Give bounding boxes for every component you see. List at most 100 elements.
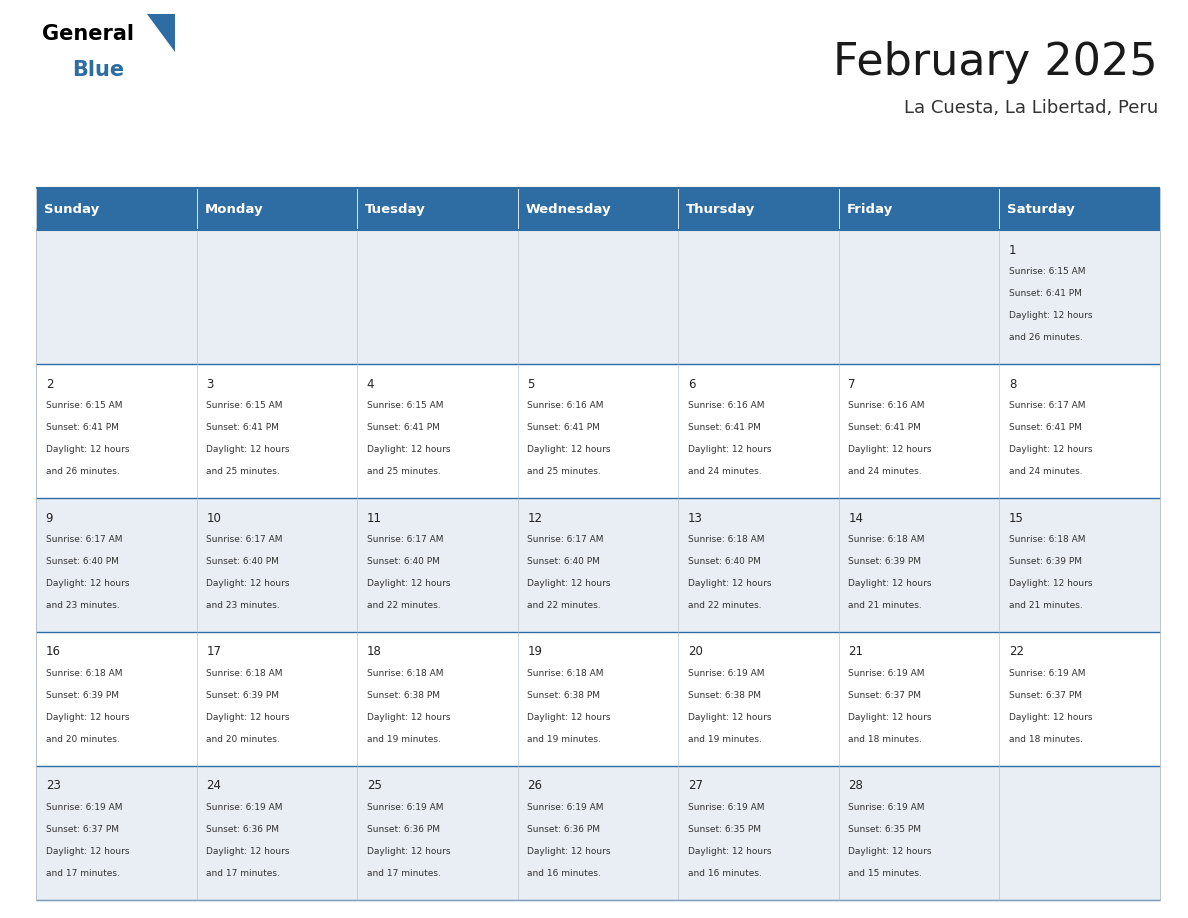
Text: Monday: Monday (204, 203, 264, 216)
Text: February 2025: February 2025 (833, 40, 1158, 84)
Text: Sunset: 6:35 PM: Sunset: 6:35 PM (688, 825, 762, 834)
Bar (999, 364, 1159, 498)
Bar (678, 230, 839, 364)
Text: Sunrise: 6:19 AM: Sunrise: 6:19 AM (1009, 669, 1086, 677)
Text: Daylight: 12 hours: Daylight: 12 hours (207, 847, 290, 856)
Bar (999, 633, 1159, 766)
Text: 21: 21 (848, 645, 864, 658)
Bar (839, 633, 999, 766)
Text: Daylight: 12 hours: Daylight: 12 hours (1009, 579, 1093, 588)
Bar (358, 633, 518, 766)
Bar (196, 188, 358, 230)
Text: Sunset: 6:41 PM: Sunset: 6:41 PM (367, 423, 440, 432)
Text: Sunset: 6:39 PM: Sunset: 6:39 PM (848, 557, 922, 566)
Text: Sunrise: 6:18 AM: Sunrise: 6:18 AM (527, 669, 604, 677)
Text: Daylight: 12 hours: Daylight: 12 hours (527, 445, 611, 454)
Text: 1: 1 (1009, 243, 1017, 257)
Text: Sunset: 6:37 PM: Sunset: 6:37 PM (848, 691, 922, 700)
Text: 5: 5 (527, 377, 535, 390)
Text: Daylight: 12 hours: Daylight: 12 hours (1009, 445, 1093, 454)
Text: and 16 minutes.: and 16 minutes. (527, 869, 601, 879)
Bar (839, 364, 999, 498)
Text: and 18 minutes.: and 18 minutes. (1009, 735, 1083, 744)
Text: Sunset: 6:41 PM: Sunset: 6:41 PM (1009, 289, 1082, 298)
Text: and 17 minutes.: and 17 minutes. (207, 869, 280, 879)
Text: 15: 15 (1009, 511, 1024, 524)
Text: Sunrise: 6:19 AM: Sunrise: 6:19 AM (688, 803, 764, 812)
Bar (839, 188, 999, 230)
Polygon shape (147, 14, 175, 52)
Text: 3: 3 (207, 377, 214, 390)
Text: and 23 minutes.: and 23 minutes. (207, 601, 280, 610)
Text: Sunrise: 6:17 AM: Sunrise: 6:17 AM (367, 535, 443, 544)
Bar (358, 766, 518, 900)
Text: 23: 23 (45, 779, 61, 792)
Bar (36, 188, 196, 230)
Bar (358, 188, 518, 230)
Text: Sunrise: 6:18 AM: Sunrise: 6:18 AM (848, 535, 925, 544)
Bar (678, 498, 839, 633)
Text: Daylight: 12 hours: Daylight: 12 hours (527, 847, 611, 856)
Text: and 22 minutes.: and 22 minutes. (527, 601, 601, 610)
Text: Sunrise: 6:15 AM: Sunrise: 6:15 AM (45, 401, 122, 410)
Text: Daylight: 12 hours: Daylight: 12 hours (848, 847, 933, 856)
Text: Blue: Blue (72, 60, 124, 80)
Text: Sunrise: 6:18 AM: Sunrise: 6:18 AM (367, 669, 443, 677)
Text: Sunrise: 6:16 AM: Sunrise: 6:16 AM (848, 401, 925, 410)
Text: Sunrise: 6:19 AM: Sunrise: 6:19 AM (207, 803, 283, 812)
Bar (358, 230, 518, 364)
Text: Sunset: 6:41 PM: Sunset: 6:41 PM (45, 423, 119, 432)
Bar (358, 498, 518, 633)
Text: and 17 minutes.: and 17 minutes. (367, 869, 441, 879)
Text: and 24 minutes.: and 24 minutes. (1009, 467, 1082, 476)
Text: Daylight: 12 hours: Daylight: 12 hours (848, 579, 933, 588)
Bar (36, 498, 196, 633)
Text: Sunrise: 6:18 AM: Sunrise: 6:18 AM (688, 535, 764, 544)
Text: Sunrise: 6:15 AM: Sunrise: 6:15 AM (367, 401, 443, 410)
Text: Tuesday: Tuesday (365, 203, 426, 216)
Bar (518, 498, 678, 633)
Text: Wednesday: Wednesday (526, 203, 612, 216)
Text: Sunset: 6:39 PM: Sunset: 6:39 PM (207, 691, 279, 700)
Text: 10: 10 (207, 511, 221, 524)
Text: Daylight: 12 hours: Daylight: 12 hours (1009, 713, 1093, 722)
Text: Sunset: 6:40 PM: Sunset: 6:40 PM (367, 557, 440, 566)
Text: Thursday: Thursday (687, 203, 756, 216)
Bar (36, 766, 196, 900)
Text: Sunset: 6:40 PM: Sunset: 6:40 PM (688, 557, 760, 566)
Bar (999, 188, 1159, 230)
Text: and 24 minutes.: and 24 minutes. (688, 467, 762, 476)
Bar (518, 633, 678, 766)
Bar (518, 188, 678, 230)
Text: Sunset: 6:36 PM: Sunset: 6:36 PM (367, 825, 440, 834)
Text: 18: 18 (367, 645, 381, 658)
Text: Sunrise: 6:18 AM: Sunrise: 6:18 AM (45, 669, 122, 677)
Text: and 16 minutes.: and 16 minutes. (688, 869, 762, 879)
Text: Sunrise: 6:19 AM: Sunrise: 6:19 AM (688, 669, 764, 677)
Bar (678, 364, 839, 498)
Text: Sunrise: 6:19 AM: Sunrise: 6:19 AM (45, 803, 122, 812)
Bar (999, 766, 1159, 900)
Text: and 25 minutes.: and 25 minutes. (207, 467, 280, 476)
Bar (36, 230, 196, 364)
Bar (839, 766, 999, 900)
Text: Daylight: 12 hours: Daylight: 12 hours (45, 579, 129, 588)
Text: 2: 2 (45, 377, 53, 390)
Bar (196, 766, 358, 900)
Text: 26: 26 (527, 779, 543, 792)
Bar (999, 498, 1159, 633)
Text: Sunset: 6:39 PM: Sunset: 6:39 PM (1009, 557, 1082, 566)
Text: Sunrise: 6:17 AM: Sunrise: 6:17 AM (1009, 401, 1086, 410)
Bar (999, 230, 1159, 364)
Text: Daylight: 12 hours: Daylight: 12 hours (367, 847, 450, 856)
Text: Sunrise: 6:17 AM: Sunrise: 6:17 AM (207, 535, 283, 544)
Text: 19: 19 (527, 645, 543, 658)
Bar (36, 364, 196, 498)
Text: Daylight: 12 hours: Daylight: 12 hours (367, 713, 450, 722)
Bar (678, 766, 839, 900)
Text: Daylight: 12 hours: Daylight: 12 hours (688, 579, 771, 588)
Text: Sunrise: 6:16 AM: Sunrise: 6:16 AM (688, 401, 764, 410)
Text: Sunrise: 6:15 AM: Sunrise: 6:15 AM (1009, 267, 1086, 276)
Text: Daylight: 12 hours: Daylight: 12 hours (688, 445, 771, 454)
Text: Sunset: 6:38 PM: Sunset: 6:38 PM (367, 691, 440, 700)
